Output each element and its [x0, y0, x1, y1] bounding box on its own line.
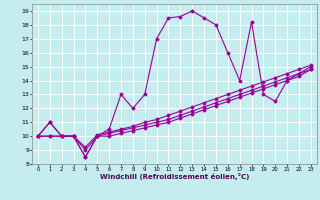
X-axis label: Windchill (Refroidissement éolien,°C): Windchill (Refroidissement éolien,°C) — [100, 173, 249, 180]
